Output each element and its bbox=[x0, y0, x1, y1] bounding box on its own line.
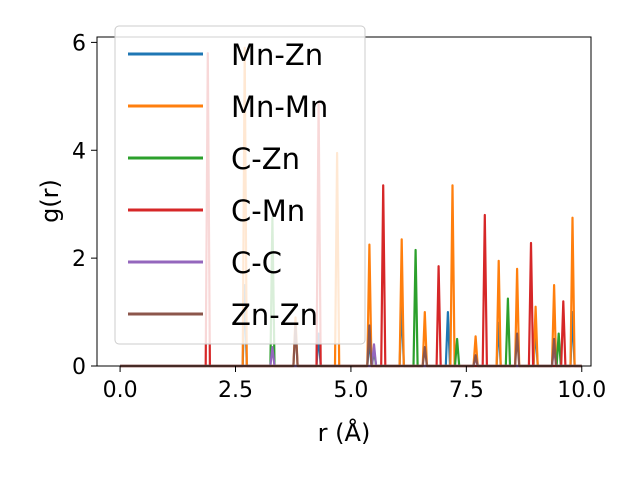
legend-box bbox=[114, 25, 366, 345]
legend-label: C-Zn bbox=[231, 142, 300, 176]
y-axis: 0 2 4 6 bbox=[72, 31, 97, 380]
y-tick-label: 0 bbox=[72, 355, 86, 380]
y-tick-label: 2 bbox=[72, 247, 86, 272]
legend-label: Mn-Zn bbox=[231, 38, 323, 72]
legend-label: C-C bbox=[231, 246, 282, 280]
x-tick-label: 10.0 bbox=[557, 378, 606, 403]
x-tick-label: 7.5 bbox=[449, 378, 484, 403]
x-tick-label: 5.0 bbox=[333, 378, 368, 403]
x-tick-label: 2.5 bbox=[218, 378, 253, 403]
legend: Mn-Zn Mn-Mn C-Zn C-Mn C-C Zn-Zn bbox=[114, 25, 366, 345]
x-tick-label: 0.0 bbox=[103, 378, 138, 403]
x-axis-label: r (Å) bbox=[318, 418, 371, 447]
y-tick-label: 4 bbox=[72, 139, 86, 164]
x-axis: 0.0 2.5 5.0 7.5 10.0 bbox=[103, 366, 606, 403]
y-tick-label: 6 bbox=[72, 31, 86, 56]
legend-label: C-Mn bbox=[231, 194, 305, 228]
y-axis-label: g(r) bbox=[36, 179, 64, 223]
legend-label: Mn-Mn bbox=[231, 90, 328, 124]
legend-label: Zn-Zn bbox=[231, 298, 318, 332]
